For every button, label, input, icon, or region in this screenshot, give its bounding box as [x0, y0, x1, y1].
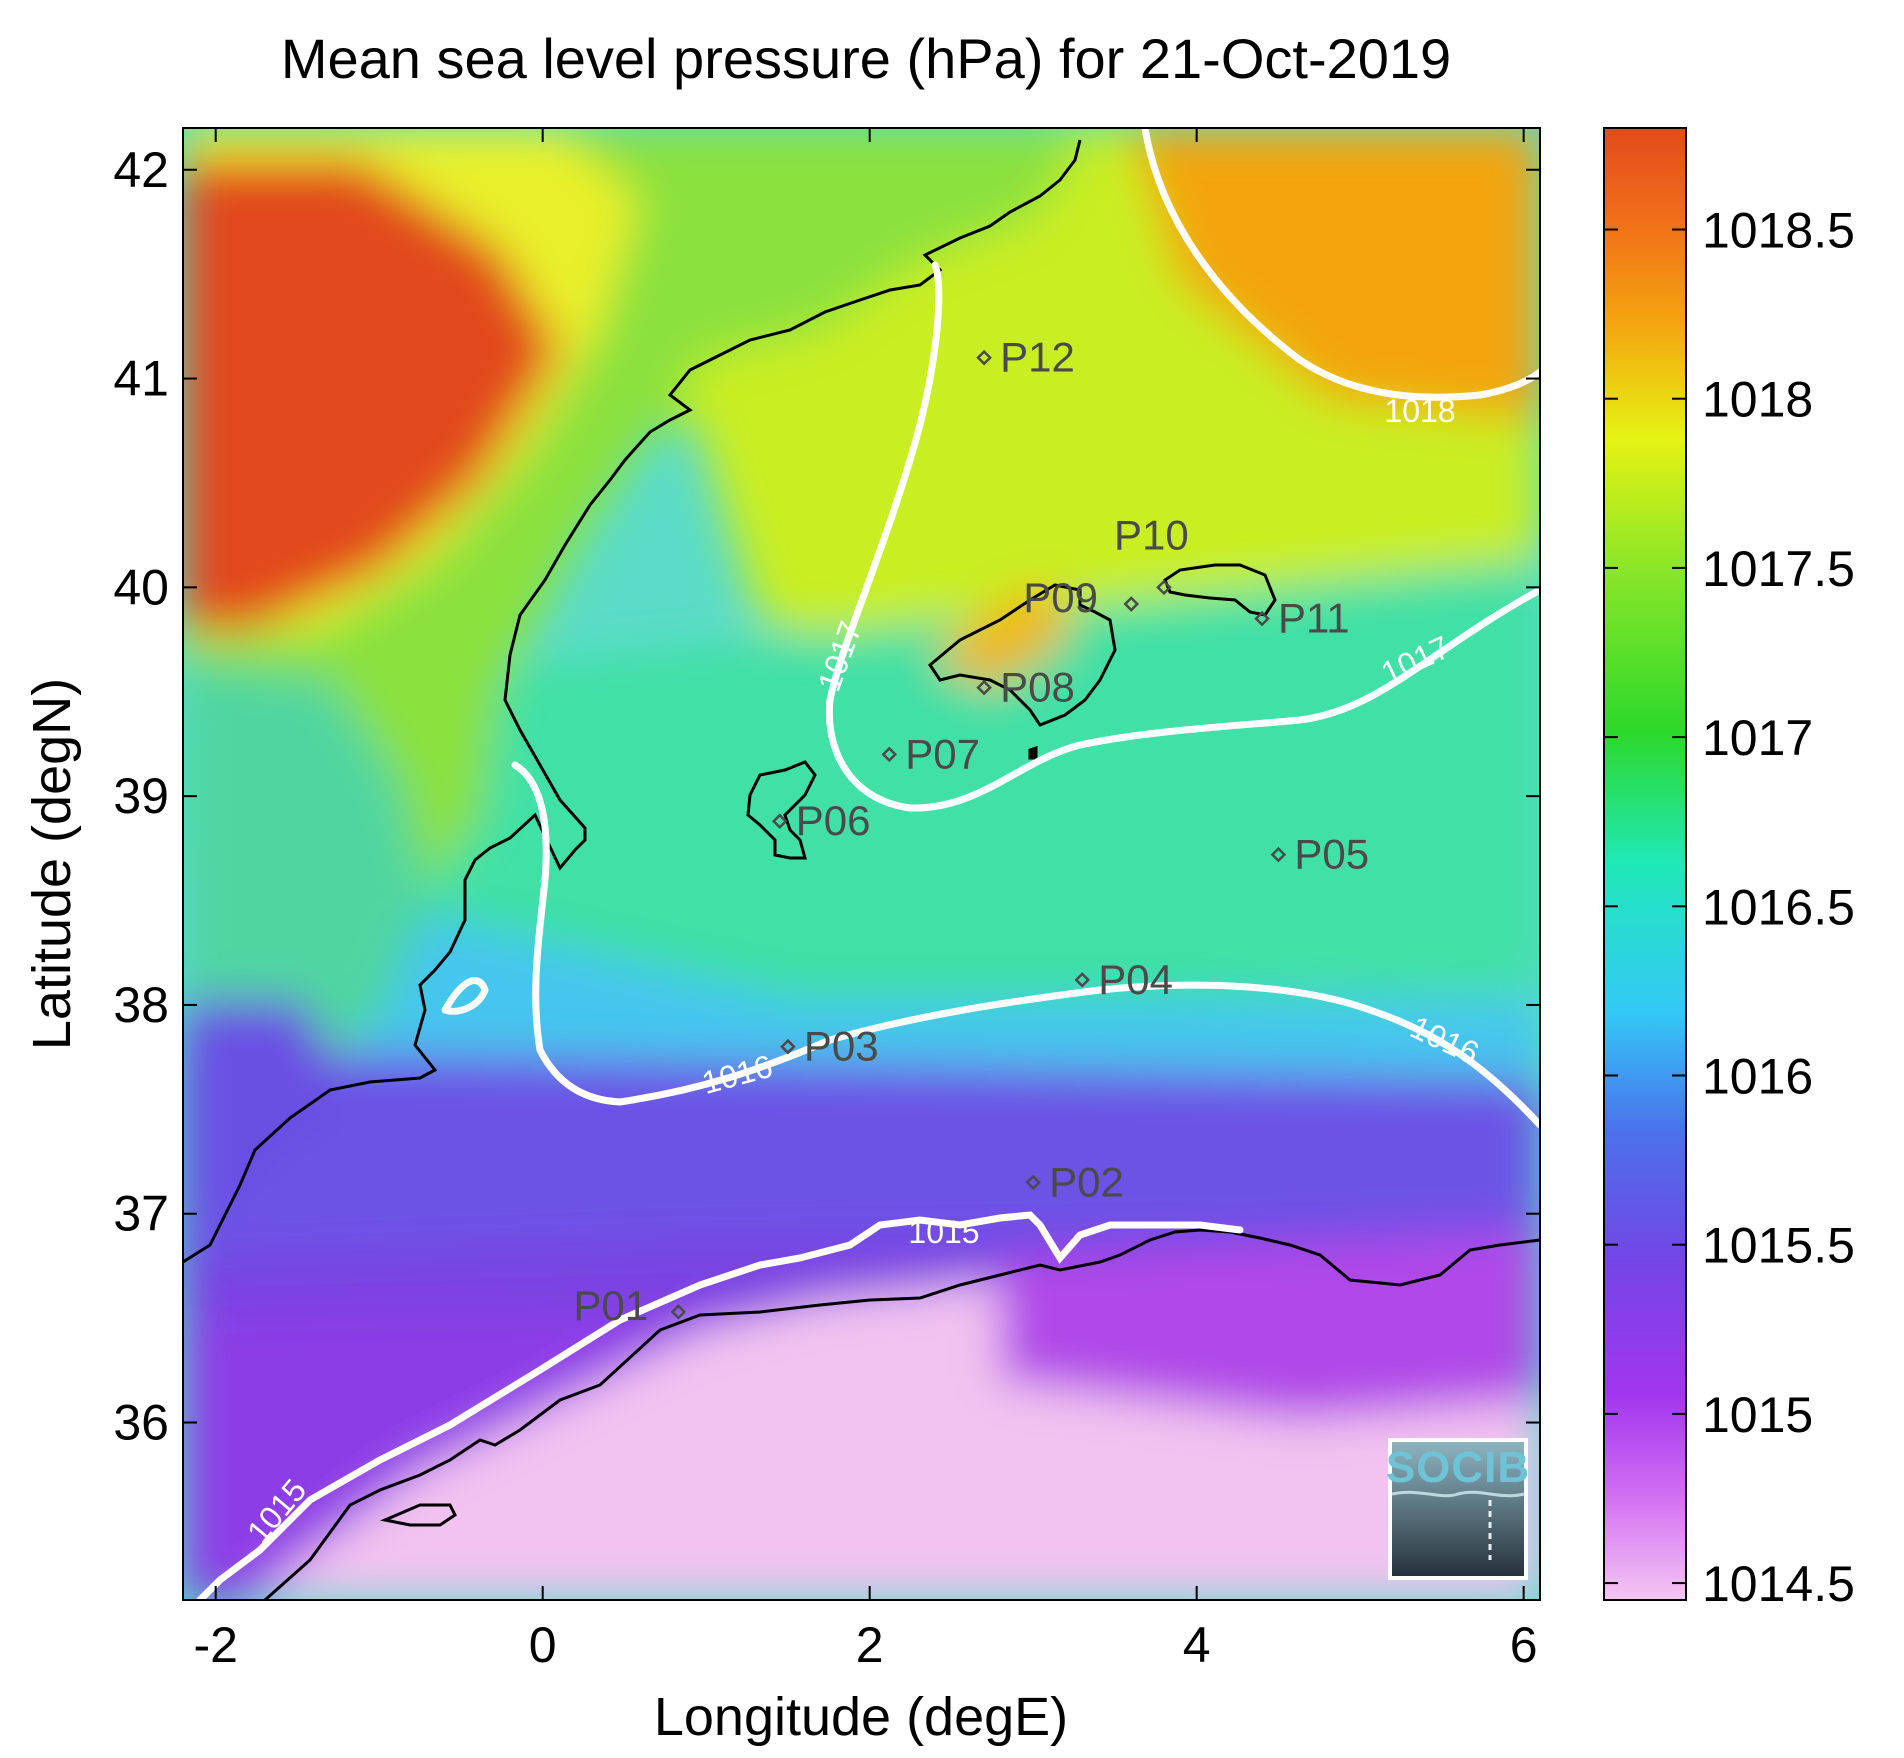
station-label: P06: [796, 797, 871, 844]
african-coastline: [264, 1228, 1540, 1600]
station-p03: P03: [780, 1023, 879, 1070]
station-p10: P10: [1114, 511, 1189, 596]
station-marker-icon: [881, 746, 898, 763]
colorbar-ticks: 1014.5 1015 1015.5 1016 1016.5 1017 1017.5 1018…: [1604, 203, 1855, 1612]
station-p06: P06: [771, 797, 871, 844]
y-tick-label: 42: [113, 142, 169, 198]
station-label: P02: [1049, 1158, 1124, 1205]
station-p02: P02: [1025, 1158, 1124, 1205]
x-axis: -2 0 2 4 6: [193, 128, 1538, 1673]
ibiza-coastline: [746, 760, 817, 860]
station-label: P03: [804, 1023, 879, 1070]
station-p01: P01: [573, 1282, 687, 1329]
plot-frame: [182, 127, 1541, 1601]
station-p05: P05: [1270, 831, 1369, 878]
station-marker-icon: [670, 1304, 687, 1320]
y-tick-label: 41: [113, 351, 169, 407]
x-tick-label: 0: [529, 1617, 557, 1673]
x-tick-label: 6: [1510, 1617, 1538, 1673]
station-marker-icon: [771, 813, 788, 829]
mallorca-coastline: [928, 583, 1117, 727]
station-label: P07: [905, 730, 980, 777]
alboran-island: [379, 1503, 457, 1527]
station-marker-icon: [1074, 972, 1090, 988]
station-label: P11: [1278, 595, 1350, 642]
station-label: P05: [1294, 831, 1369, 878]
colorbar-tick-label: 1018.5: [1702, 203, 1855, 259]
y-axis: 36 37 38 39 40 41 42: [113, 142, 1540, 1451]
contour-1016-loop: [441, 977, 489, 1015]
y-tick-label: 37: [113, 1186, 169, 1242]
colorbar-tick-label: 1016: [1702, 1048, 1813, 1104]
coastlines: [183, 139, 1540, 1600]
contour-1015: [196, 1211, 1244, 1600]
colorbar-gradient: [1603, 127, 1687, 1601]
station-marker-icon: [1270, 846, 1287, 863]
pressure-field: [183, 128, 1540, 1600]
y-tick-label: 36: [113, 1395, 169, 1451]
x-axis-label: Longitude (degE): [654, 1687, 1068, 1747]
station-label: P08: [1000, 664, 1075, 711]
station-p08: P08: [976, 664, 1075, 711]
station-marker-icon: [1025, 1174, 1041, 1191]
station-p12: P12: [976, 334, 1075, 381]
station-marker-icon: [1123, 596, 1140, 612]
socib-logo-icon: SOCIB: [1386, 1438, 1530, 1580]
stations: P01 P02 P03 P04 P05 P06 P07 P08 P09 P10 P11 P12: [573, 334, 1369, 1329]
station-p09: P09: [1023, 574, 1140, 621]
contour-1017: [825, 261, 1540, 812]
contour-1016: [511, 761, 1540, 1129]
station-marker-icon: [780, 1038, 796, 1055]
station-marker-icon: [976, 349, 992, 366]
colorbar-tick-label: 1016.5: [1702, 879, 1855, 935]
y-tick-label: 38: [113, 977, 169, 1033]
station-p07: P07: [881, 730, 980, 777]
colorbar-tick-label: 1014.5: [1702, 1556, 1855, 1612]
x-tick-label: 2: [856, 1617, 884, 1673]
contour-label-1018: 1018: [1384, 393, 1455, 429]
station-marker-icon: [976, 679, 992, 696]
contour-label-1015-a: 1015: [908, 1214, 979, 1250]
logo-text: SOCIB: [1386, 1443, 1530, 1492]
station-label: P04: [1098, 956, 1173, 1003]
colorbar-tick-label: 1017.5: [1702, 541, 1855, 597]
station-label: P10: [1114, 511, 1189, 558]
x-tick-label: -2: [193, 1617, 237, 1673]
station-label: P12: [1000, 334, 1075, 381]
colorbar-tick-label: 1017: [1702, 710, 1813, 766]
station-label: P01: [573, 1282, 648, 1329]
cabrera-island: [1028, 745, 1038, 760]
station-p11: P11: [1254, 595, 1350, 642]
iberian-coastline: [183, 139, 1082, 1264]
x-tick-label: 4: [1183, 1617, 1211, 1673]
colorbar-tick-label: 1015: [1702, 1387, 1813, 1443]
colorbar-tick-label: 1015.5: [1702, 1218, 1855, 1274]
chart-title: Mean sea level pressure (hPa) for 21-Oct…: [281, 27, 1451, 90]
y-tick-label: 39: [113, 768, 169, 824]
colorbar: 1014.5 1015 1015.5 1016 1016.5 1017 1017.5 1018…: [1603, 127, 1855, 1612]
station-marker-icon: [1156, 579, 1172, 596]
y-axis-label: Latitude (degN): [22, 678, 82, 1050]
station-label: P09: [1023, 574, 1098, 621]
contour-lines: [196, 128, 1540, 1600]
station-marker-icon: [1254, 610, 1270, 627]
contour-1018: [1141, 128, 1540, 401]
station-p04: P04: [1074, 956, 1173, 1003]
colorbar-tick-label: 1018: [1702, 372, 1813, 428]
y-tick-label: 40: [113, 559, 169, 615]
